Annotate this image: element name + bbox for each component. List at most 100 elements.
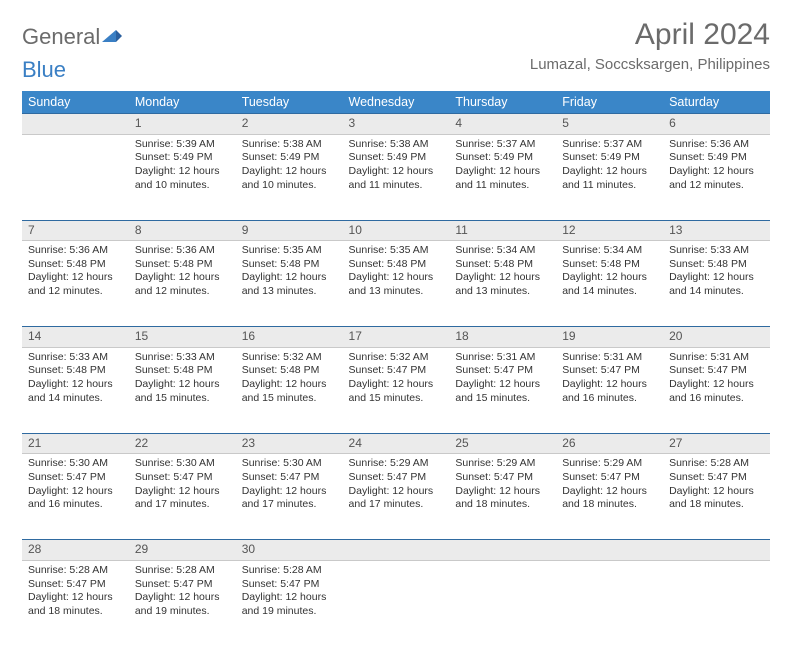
sun-info-line: and 13 minutes. — [455, 285, 550, 299]
day-number-row: 123456 — [22, 114, 770, 135]
location: Lumazal, Soccsksargen, Philippines — [530, 56, 770, 73]
sun-info-line: Sunrise: 5:38 AM — [242, 138, 337, 152]
sun-info-line: Sunrise: 5:39 AM — [135, 138, 230, 152]
sun-info-line: Sunset: 5:47 PM — [455, 364, 550, 378]
day-details-cell: Sunrise: 5:39 AMSunset: 5:49 PMDaylight:… — [129, 134, 236, 220]
day-number-cell: 2 — [236, 114, 343, 135]
day-number-cell: 20 — [663, 327, 770, 348]
day-details-cell: Sunrise: 5:33 AMSunset: 5:48 PMDaylight:… — [129, 347, 236, 433]
sun-info-line: and 15 minutes. — [242, 392, 337, 406]
sun-info-line: Sunrise: 5:37 AM — [562, 138, 657, 152]
logo-text-1: General — [22, 24, 100, 50]
sun-info-line: Daylight: 12 hours — [28, 591, 123, 605]
day-details-cell: Sunrise: 5:31 AMSunset: 5:47 PMDaylight:… — [556, 347, 663, 433]
sun-info-line: Sunset: 5:48 PM — [28, 364, 123, 378]
sun-info-line: Sunset: 5:47 PM — [562, 471, 657, 485]
sun-info-line: Sunrise: 5:28 AM — [669, 457, 764, 471]
month-title: April 2024 — [530, 18, 770, 52]
day-number-cell — [449, 540, 556, 561]
sun-info-line: Sunrise: 5:31 AM — [455, 351, 550, 365]
day-number-cell: 13 — [663, 220, 770, 241]
sun-info-line: Sunset: 5:49 PM — [562, 151, 657, 165]
day-details-row: Sunrise: 5:28 AMSunset: 5:47 PMDaylight:… — [22, 560, 770, 646]
sun-info-line: Sunrise: 5:37 AM — [455, 138, 550, 152]
day-details-cell: Sunrise: 5:38 AMSunset: 5:49 PMDaylight:… — [236, 134, 343, 220]
day-details-cell — [663, 560, 770, 646]
day-details-cell: Sunrise: 5:35 AMSunset: 5:48 PMDaylight:… — [343, 241, 450, 327]
day-number-cell: 1 — [129, 114, 236, 135]
sun-info-line: Sunset: 5:48 PM — [242, 364, 337, 378]
sun-info-line: Sunset: 5:49 PM — [135, 151, 230, 165]
sun-info-line: and 15 minutes. — [135, 392, 230, 406]
sun-info-line: Sunrise: 5:29 AM — [349, 457, 444, 471]
sun-info-line: Daylight: 12 hours — [349, 485, 444, 499]
sun-info-line: Sunset: 5:48 PM — [135, 364, 230, 378]
sun-info-line: Sunrise: 5:29 AM — [455, 457, 550, 471]
sun-info-line: Sunrise: 5:32 AM — [242, 351, 337, 365]
day-details-cell: Sunrise: 5:28 AMSunset: 5:47 PMDaylight:… — [129, 560, 236, 646]
day-details-cell — [22, 134, 129, 220]
day-number-cell: 16 — [236, 327, 343, 348]
sun-info-line: Sunset: 5:47 PM — [242, 471, 337, 485]
day-details-row: Sunrise: 5:30 AMSunset: 5:47 PMDaylight:… — [22, 454, 770, 540]
calendar-table: Sunday Monday Tuesday Wednesday Thursday… — [22, 91, 770, 646]
day-number-row: 78910111213 — [22, 220, 770, 241]
day-details-cell: Sunrise: 5:30 AMSunset: 5:47 PMDaylight:… — [129, 454, 236, 540]
day-number-cell: 29 — [129, 540, 236, 561]
sun-info-line: Daylight: 12 hours — [562, 485, 657, 499]
sun-info-line: Daylight: 12 hours — [562, 378, 657, 392]
day-details-cell: Sunrise: 5:36 AMSunset: 5:49 PMDaylight:… — [663, 134, 770, 220]
sun-info-line: and 11 minutes. — [562, 179, 657, 193]
day-details-cell — [343, 560, 450, 646]
day-number-cell: 9 — [236, 220, 343, 241]
day-details-cell: Sunrise: 5:38 AMSunset: 5:49 PMDaylight:… — [343, 134, 450, 220]
sun-info-line: and 16 minutes. — [669, 392, 764, 406]
logo-triangle-icon — [102, 24, 122, 50]
day-number-cell: 6 — [663, 114, 770, 135]
sun-info-line: Sunrise: 5:33 AM — [669, 244, 764, 258]
weekday-header: Friday — [556, 91, 663, 114]
sun-info-line: Daylight: 12 hours — [135, 485, 230, 499]
day-number-cell: 21 — [22, 433, 129, 454]
sun-info-line: Sunrise: 5:34 AM — [562, 244, 657, 258]
sun-info-line: and 15 minutes. — [349, 392, 444, 406]
sun-info-line: Sunset: 5:49 PM — [669, 151, 764, 165]
sun-info-line: Daylight: 12 hours — [669, 271, 764, 285]
sun-info-line: Sunrise: 5:33 AM — [28, 351, 123, 365]
sun-info-line: Sunrise: 5:31 AM — [669, 351, 764, 365]
day-number-cell: 7 — [22, 220, 129, 241]
day-number-cell: 3 — [343, 114, 450, 135]
day-details-cell — [449, 560, 556, 646]
sun-info-line: and 14 minutes. — [562, 285, 657, 299]
sun-info-line: Sunset: 5:48 PM — [669, 258, 764, 272]
day-details-cell: Sunrise: 5:30 AMSunset: 5:47 PMDaylight:… — [236, 454, 343, 540]
day-details-cell: Sunrise: 5:32 AMSunset: 5:47 PMDaylight:… — [343, 347, 450, 433]
title-block: April 2024 Lumazal, Soccsksargen, Philip… — [530, 18, 770, 73]
sun-info-line: Sunset: 5:47 PM — [135, 578, 230, 592]
sun-info-line: and 17 minutes. — [242, 498, 337, 512]
sun-info-line: Daylight: 12 hours — [455, 485, 550, 499]
weekday-header: Thursday — [449, 91, 556, 114]
sun-info-line: Sunset: 5:48 PM — [455, 258, 550, 272]
day-number-cell: 27 — [663, 433, 770, 454]
weekday-header: Saturday — [663, 91, 770, 114]
sun-info-line: Sunrise: 5:35 AM — [349, 244, 444, 258]
sun-info-line: Daylight: 12 hours — [349, 271, 444, 285]
sun-info-line: Sunset: 5:48 PM — [562, 258, 657, 272]
sun-info-line: Sunrise: 5:35 AM — [242, 244, 337, 258]
sun-info-line: and 10 minutes. — [242, 179, 337, 193]
sun-info-line: and 17 minutes. — [135, 498, 230, 512]
sun-info-line: Sunset: 5:47 PM — [349, 364, 444, 378]
day-details-cell: Sunrise: 5:31 AMSunset: 5:47 PMDaylight:… — [449, 347, 556, 433]
weekday-header: Tuesday — [236, 91, 343, 114]
sun-info-line: Daylight: 12 hours — [349, 165, 444, 179]
day-details-cell: Sunrise: 5:28 AMSunset: 5:47 PMDaylight:… — [663, 454, 770, 540]
weekday-header: Sunday — [22, 91, 129, 114]
sun-info-line: Daylight: 12 hours — [669, 165, 764, 179]
day-number-cell: 12 — [556, 220, 663, 241]
sun-info-line: Sunset: 5:48 PM — [242, 258, 337, 272]
sun-info-line: Sunset: 5:47 PM — [669, 471, 764, 485]
day-details-cell: Sunrise: 5:31 AMSunset: 5:47 PMDaylight:… — [663, 347, 770, 433]
day-details-cell: Sunrise: 5:36 AMSunset: 5:48 PMDaylight:… — [129, 241, 236, 327]
weekday-header: Monday — [129, 91, 236, 114]
